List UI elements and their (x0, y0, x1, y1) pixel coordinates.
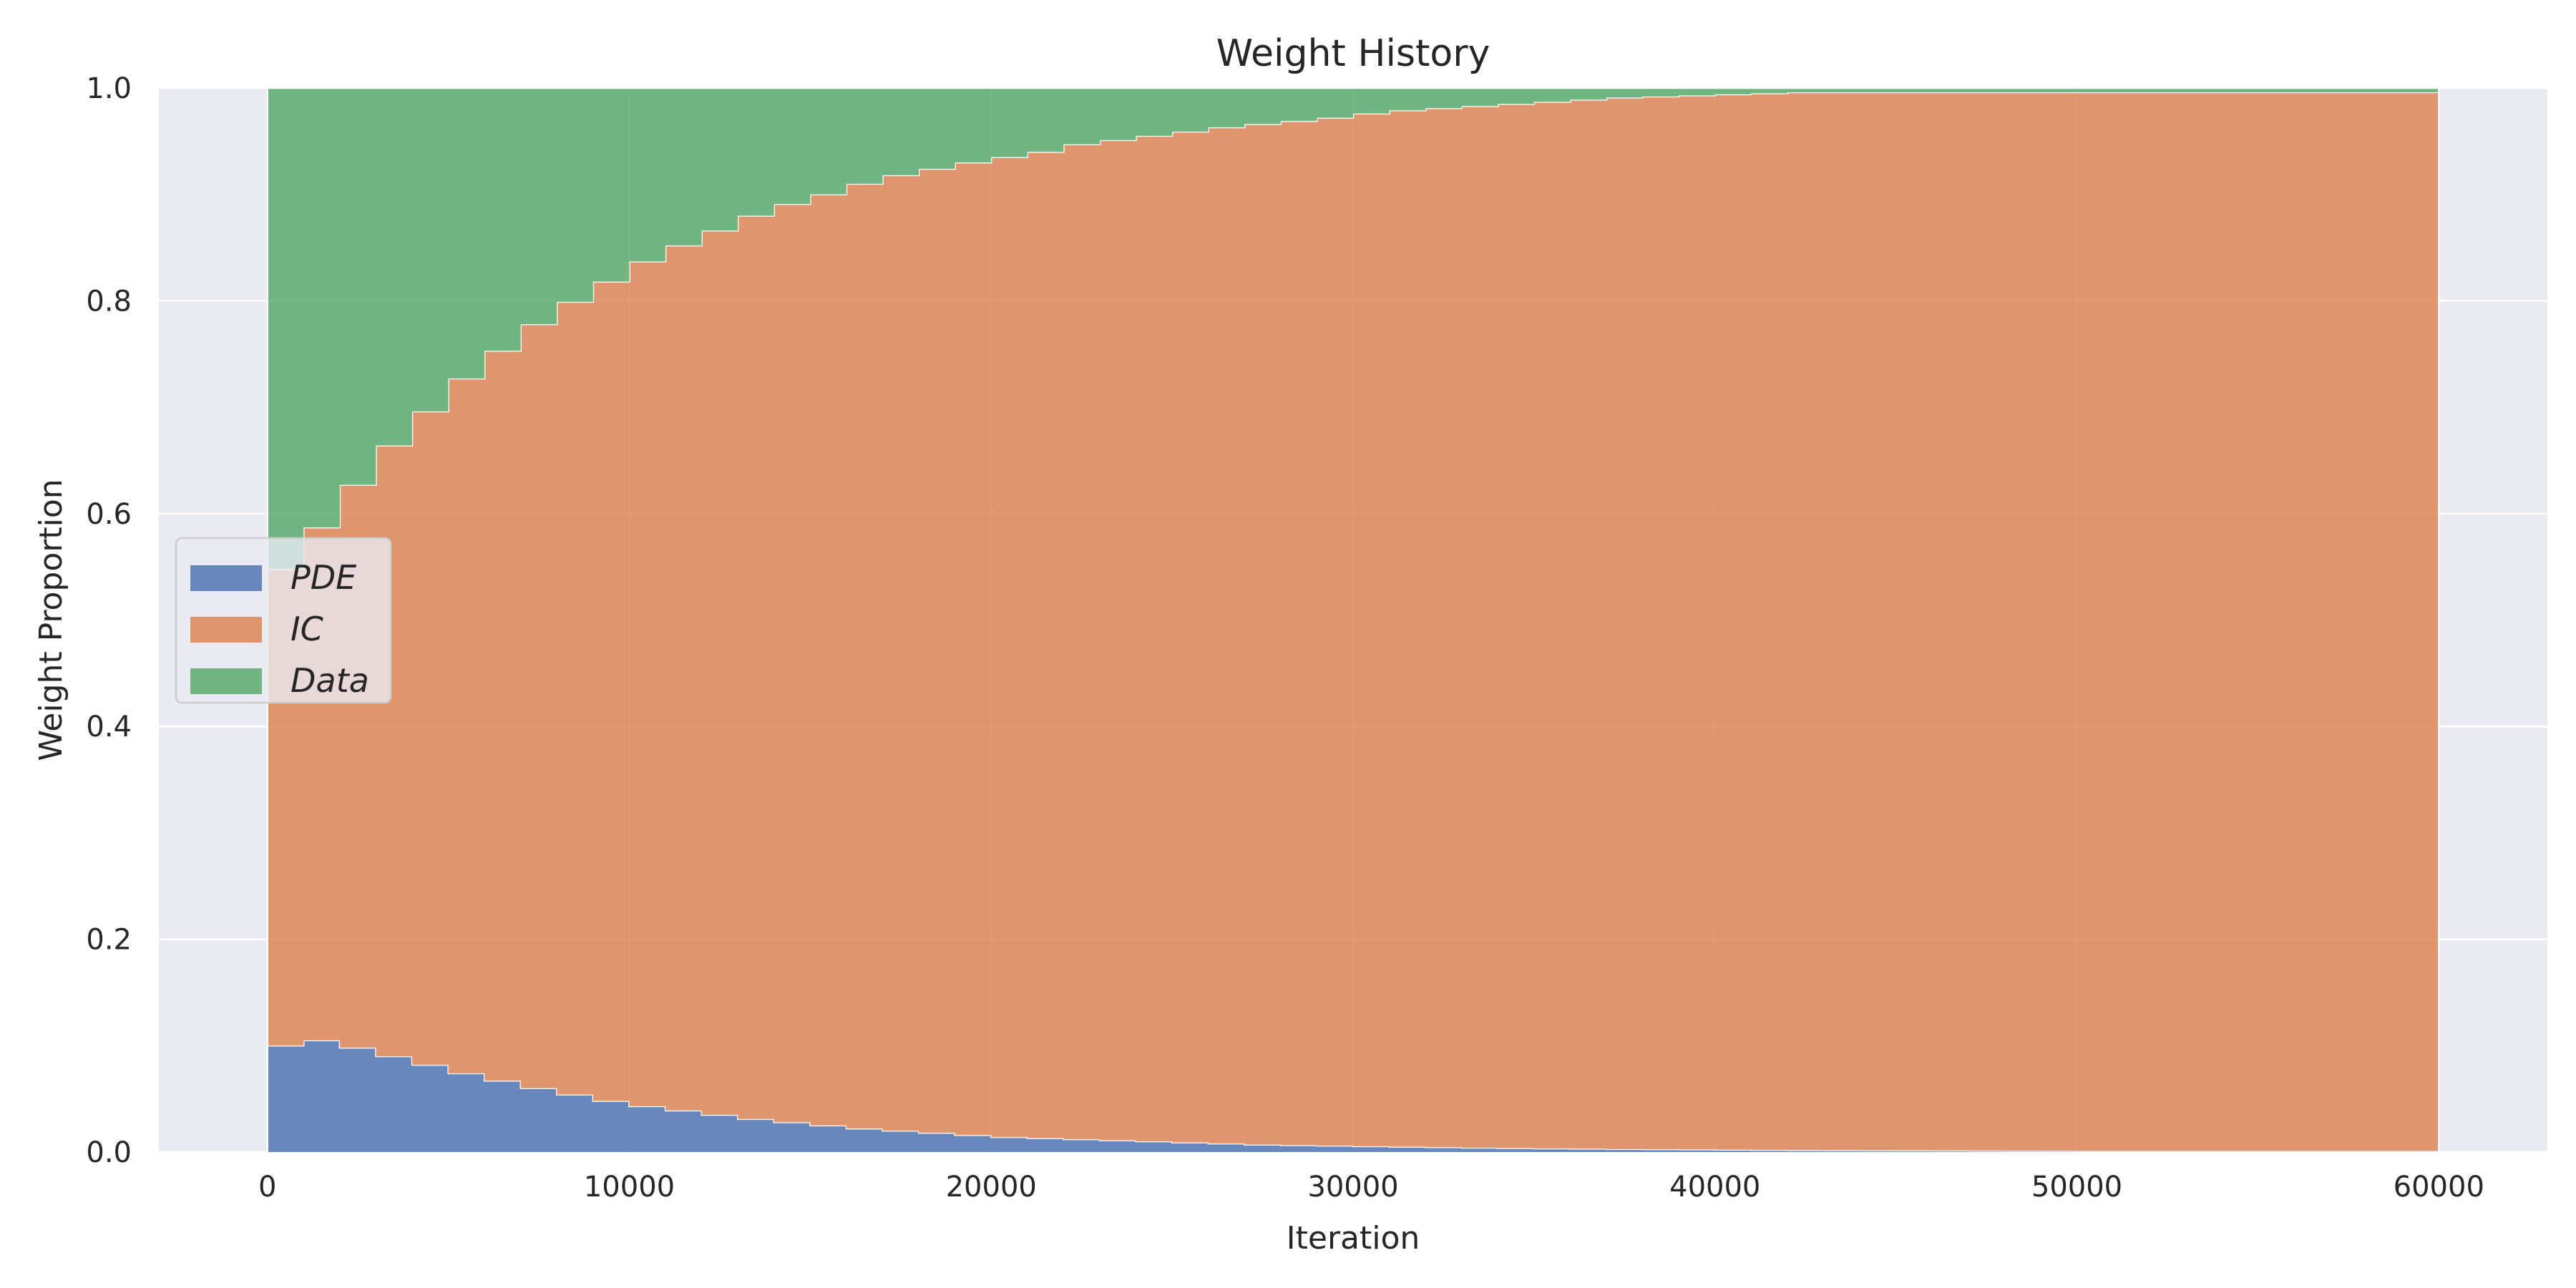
x-tick-label: 60000 (2394, 1171, 2484, 1204)
x-tick-label: 40000 (1669, 1171, 1760, 1204)
legend: PDE IC Data (175, 537, 392, 704)
legend-label-ic: IC (291, 610, 323, 648)
x-tick-label: 20000 (946, 1171, 1037, 1204)
x-axis-label: Iteration (1287, 1220, 1420, 1257)
legend-swatch-data (190, 668, 262, 694)
y-axis-label: Weight Proportion (33, 479, 69, 761)
x-tick-label: 10000 (584, 1171, 675, 1204)
area-pde (267, 1040, 2439, 1152)
legend-swatch-ic (190, 617, 262, 643)
chart-title: Weight History (1216, 32, 1491, 75)
area-ic (267, 92, 2439, 1151)
y-tick-label: 0.4 (86, 711, 132, 743)
y-tick-label: 1.0 (86, 72, 132, 105)
y-tick-label: 0.2 (86, 924, 132, 957)
x-axis-ticks: 0 10000 20000 30000 40000 50000 60000 (258, 1171, 2484, 1204)
legend-label-data: Data (291, 661, 369, 700)
legend-swatch-pde (190, 565, 262, 591)
y-tick-label: 0.6 (86, 498, 132, 531)
x-tick-label: 0 (258, 1171, 276, 1204)
area-data (267, 88, 2439, 570)
y-tick-label: 0.0 (86, 1136, 132, 1169)
y-axis-ticks: 0.0 0.2 0.4 0.6 0.8 1.0 (86, 72, 132, 1169)
legend-label-pde: PDE (291, 558, 356, 597)
x-tick-label: 30000 (1307, 1171, 1398, 1204)
y-tick-label: 0.8 (86, 285, 132, 318)
x-tick-label: 50000 (2031, 1171, 2122, 1204)
stacked-areas (266, 87, 2440, 1152)
